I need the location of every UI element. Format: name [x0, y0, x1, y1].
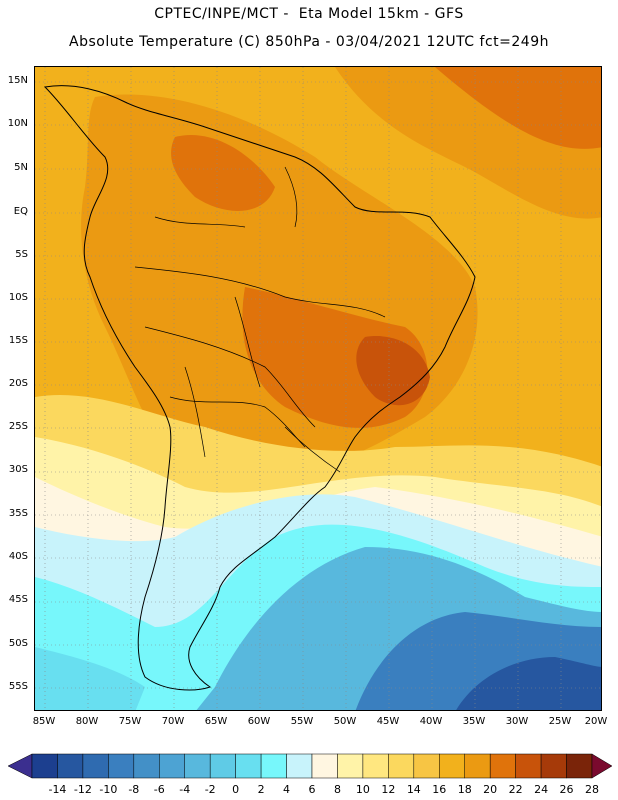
lon-label-75w: 75W	[118, 716, 142, 727]
lon-label-85w: 85W	[32, 716, 56, 727]
colorbar-label: 18	[457, 783, 472, 796]
colorbar-swatch	[337, 753, 364, 779]
colorbar-label: 12	[381, 783, 396, 796]
lat-label-40s: 40S	[8, 551, 28, 562]
continent-outline	[43, 85, 476, 691]
colorbar-label: 20	[483, 783, 498, 796]
lat-label-25s: 25S	[8, 421, 28, 432]
colorbar-swatch	[209, 753, 236, 779]
field-blue3	[456, 657, 601, 710]
colorbar-swatch	[540, 753, 567, 779]
colorbar-swatch	[566, 753, 593, 779]
colorbar-label: 8	[333, 783, 341, 796]
lon-label-65w: 65W	[204, 716, 228, 727]
lon-label-25w: 25W	[548, 716, 572, 727]
colorbar-swatch	[235, 753, 262, 779]
lon-label-50w: 50W	[333, 716, 357, 727]
colorbar-swatch	[159, 753, 185, 779]
field-southwest-cyan	[35, 647, 145, 710]
temperature-map	[35, 67, 601, 710]
grid-lines	[35, 67, 601, 710]
colorbar-swatch	[82, 753, 109, 779]
lon-label-60w: 60W	[247, 716, 271, 727]
colorbar-swatch	[133, 753, 160, 779]
colorbar-label: 2	[257, 783, 265, 796]
colorbar-label: -10	[99, 783, 118, 796]
colorbar	[7, 753, 613, 779]
colorbar-label: -12	[73, 783, 92, 796]
map-frame	[34, 66, 602, 711]
colorbar-swatch	[57, 753, 84, 779]
colorbar-label: -14	[48, 783, 67, 796]
colorbar-low-arrow	[7, 753, 33, 779]
colorbar-label: 4	[283, 783, 291, 796]
colorbar-swatch	[413, 753, 440, 779]
colorbar-label: 24	[534, 783, 549, 796]
colorbar-label: 10	[355, 783, 370, 796]
colorbar-label: 22	[508, 783, 523, 796]
colorbar-label: -6	[153, 783, 165, 796]
lon-label-80w: 80W	[75, 716, 99, 727]
lon-label-45w: 45W	[376, 716, 400, 727]
colorbar-label: -2	[204, 783, 216, 796]
colorbar-swatch	[260, 753, 287, 779]
colorbar-swatch	[184, 753, 211, 779]
colorbar-label: 16	[432, 783, 447, 796]
colorbar-swatch	[464, 753, 491, 779]
field-north-hot	[171, 135, 275, 211]
country-borders	[134, 166, 386, 473]
lon-label-55w: 55W	[290, 716, 314, 727]
chart-title-line2: Absolute Temperature (C) 850hPa - 03/04/…	[69, 34, 549, 50]
lat-label-eq: EQ	[13, 206, 28, 217]
colorbar-swatch	[489, 753, 516, 779]
colorbar-high-arrow	[591, 753, 613, 779]
lat-label-5s: 5S	[15, 249, 28, 260]
lat-label-15s: 15S	[8, 335, 28, 346]
lat-label-10n: 10N	[7, 118, 28, 129]
colorbar-label: 6	[308, 783, 316, 796]
lat-label-35s: 35S	[8, 508, 28, 519]
colorbar-swatch	[439, 753, 465, 779]
colorbar-swatch	[286, 753, 313, 779]
colorbar-swatch	[311, 753, 338, 779]
lat-label-15n: 15N	[7, 75, 28, 86]
lat-label-30s: 30S	[8, 464, 28, 475]
colorbar-swatch	[362, 753, 389, 779]
chart-title-line1: CPTEC/INPE/MCT - Eta Model 15km - GFS	[154, 6, 464, 22]
colorbar-label: 0	[232, 783, 240, 796]
colorbar-swatch	[108, 753, 135, 779]
lat-label-55s: 55S	[8, 681, 28, 692]
colorbar-label: 28	[585, 783, 599, 796]
lon-label-40w: 40W	[419, 716, 443, 727]
lat-label-45s: 45S	[8, 594, 28, 605]
lat-label-50s: 50S	[8, 638, 28, 649]
lon-label-30w: 30W	[505, 716, 529, 727]
colorbar-swatch	[388, 753, 415, 779]
colorbar-label: 26	[559, 783, 574, 796]
lat-label-10s: 10S	[8, 292, 28, 303]
colorbar-swatch	[31, 753, 58, 779]
lon-label-20w: 20W	[584, 716, 608, 727]
colorbar-label: -4	[179, 783, 191, 796]
colorbar-label: -8	[128, 783, 140, 796]
lat-label-20s: 20S	[8, 378, 28, 389]
lon-label-35w: 35W	[462, 716, 486, 727]
colorbar-label: 14	[406, 783, 421, 796]
lat-label-5n: 5N	[14, 162, 28, 173]
lon-label-70w: 70W	[161, 716, 185, 727]
colorbar-swatch	[515, 753, 542, 779]
